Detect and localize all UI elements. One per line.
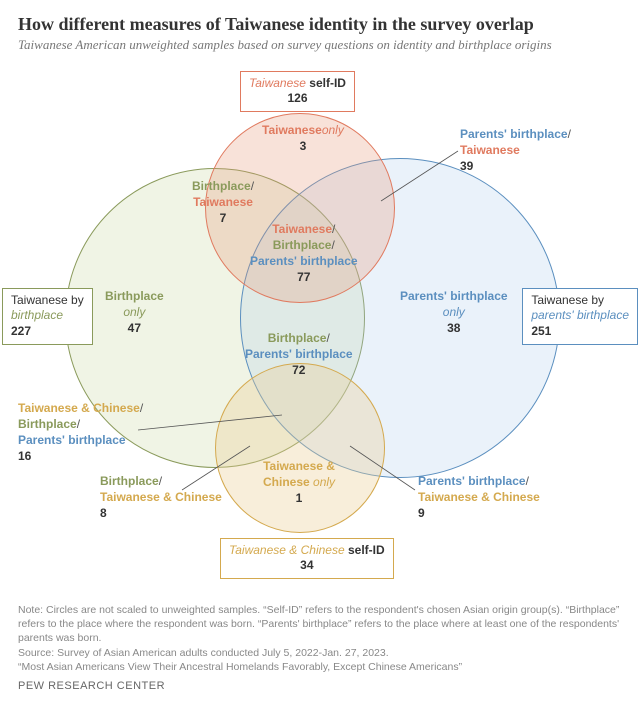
region-parents-tc: Parents' birthplace/Taiwanese & Chinese9 <box>418 473 540 522</box>
reference-text: “Most Asian Americans View Their Ancestr… <box>18 660 622 674</box>
circle-tc <box>215 363 385 533</box>
chart-subtitle: Taiwanese American unweighted samples ba… <box>0 37 640 58</box>
box-birthplace: Taiwanese by birthplace 227 <box>2 288 93 345</box>
region-tc-only: Taiwanese &Chinese only1 <box>263 458 335 507</box>
footer-attribution: PEW RESEARCH CENTER <box>18 680 165 692</box>
chart-title: How different measures of Taiwanese iden… <box>0 0 640 37</box>
venn-diagram: Taiwanese self-ID 126 Taiwanese by birth… <box>0 58 640 588</box>
footnotes: Note: Circles are not scaled to unweight… <box>18 603 622 674</box>
note-text: Note: Circles are not scaled to unweight… <box>18 603 622 646</box>
region-taiwanese-birthplace-parents: Taiwanese/Birthplace/Parents' birthplace… <box>250 221 358 286</box>
region-tc-birthplace-parents: Taiwanese & Chinese/Birthplace/Parents' … <box>18 400 143 465</box>
region-parents-taiwanese: Parents' birthplace/Taiwanese39 <box>460 126 571 175</box>
region-parents-only: Parents' birthplaceonly38 <box>400 288 508 337</box>
region-birthplace-taiwanese: Birthplace/Taiwanese7 <box>192 178 254 227</box>
box-taiwanese-selfid: Taiwanese self-ID 126 <box>240 71 355 112</box>
box-tc-selfid: Taiwanese & Chinese self-ID 34 <box>220 538 394 579</box>
source-text: Source: Survey of Asian American adults … <box>18 646 622 660</box>
region-birthplace-only: Birthplaceonly47 <box>105 288 164 337</box>
box-parents-birthplace: Taiwanese by parents' birthplace 251 <box>522 288 638 345</box>
region-birthplace-parents: Birthplace/Parents' birthplace72 <box>245 330 353 379</box>
region-birthplace-tc: Birthplace/Taiwanese & Chinese8 <box>100 473 222 522</box>
region-taiwanese-only: Taiwaneseonly3 <box>262 122 344 154</box>
